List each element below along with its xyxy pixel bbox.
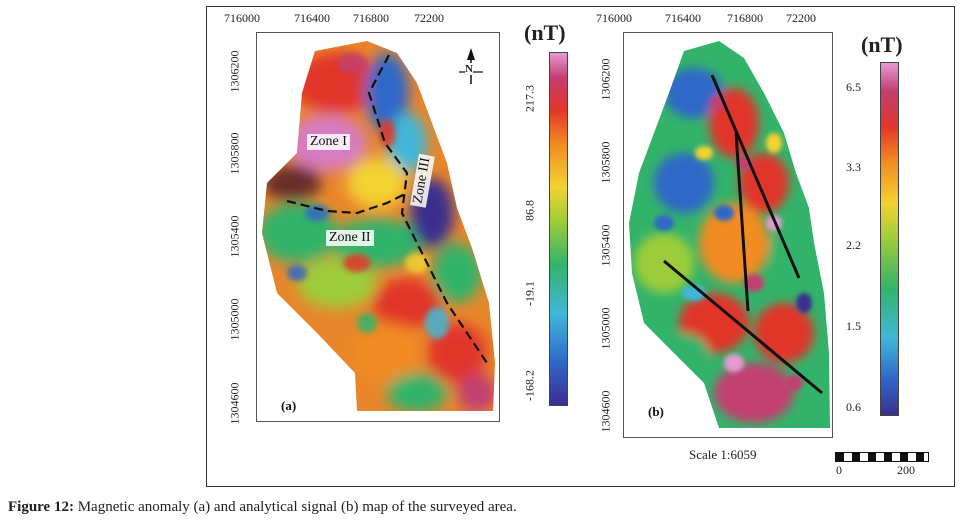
lineament-line (663, 259, 823, 395)
panel-a-y-tick: 1305000 (227, 298, 242, 341)
panel-b-y-tick: 1305400 (598, 224, 613, 267)
panel-a-x-tick: 72200 (414, 11, 444, 25)
panel-b-colorbar-tick: 3.3 (846, 160, 861, 174)
panel-b-x-tick: 716400 (665, 11, 701, 25)
scale-bar-end: 200 (897, 463, 915, 477)
panel-a-colorbar-tick: 86.8 (522, 200, 537, 221)
panel-a-y-tick: 1305400 (227, 215, 242, 258)
panel-a-unit: (nT) (524, 20, 566, 45)
panel-a-y-tick: 1306200 (227, 50, 242, 93)
panel-b-x-tick: 72200 (786, 11, 816, 25)
panel-b-colorbar (880, 62, 899, 416)
scale-bar-start: 0 (836, 463, 842, 477)
fault-line (367, 54, 488, 364)
panel-b-x-tick: 716000 (596, 11, 632, 25)
panel-a-x-tick: 716400 (294, 11, 330, 25)
panel-a-y-tick: 1304600 (227, 382, 242, 425)
panel-a-colorbar-tick: 217.3 (522, 85, 537, 112)
panel-a-x-tick: 716000 (224, 11, 260, 25)
panel-b-colorbar-tick: 6.5 (846, 80, 861, 94)
magnetic-anomaly-map-graphic (262, 41, 495, 411)
panel-b-y-tick: 1304600 (598, 390, 613, 433)
panel-a-colorbar (549, 52, 568, 406)
figure-caption: Figure 12: Magnetic anomaly (a) and anal… (8, 499, 517, 516)
panel-a-y-tick: 1305800 (227, 132, 242, 175)
north-label: N (465, 63, 473, 75)
panel-a-colorbar-tick: -168.2 (522, 370, 537, 401)
north-arrow: N (455, 46, 487, 86)
magnetic-anomaly-map (256, 32, 500, 422)
lineament-line (734, 132, 750, 312)
panel-b-colorbar-tick: 1.5 (846, 319, 861, 333)
panel-a-colorbar-tick: -19.1 (522, 281, 537, 306)
panel-b-y-tick: 1305800 (598, 141, 613, 184)
figure-caption-prefix: Figure 12: (8, 499, 74, 515)
panel-b-y-tick: 1305000 (598, 307, 613, 350)
panel-b-x-tick: 716800 (727, 11, 763, 25)
lineament-line (710, 74, 801, 279)
panel-a-x-tick: 716800 (353, 11, 389, 25)
map-scale-text: Scale 1:6059 (689, 447, 757, 462)
panel-b-unit: (nT) (861, 32, 903, 57)
figure-frame (206, 6, 955, 487)
zone-i-label: Zone I (307, 134, 350, 150)
panel-a-label: (a) (281, 398, 297, 413)
panel-b-label: (b) (648, 404, 664, 419)
panel-b-colorbar-tick: 0.6 (846, 400, 861, 414)
analytical-signal-map (623, 32, 833, 438)
zone-ii-label: Zone II (326, 230, 374, 246)
fault-line (286, 192, 408, 215)
panel-b-y-tick: 1306200 (598, 58, 613, 101)
scale-bar (835, 452, 929, 462)
panel-b-colorbar-tick: 2.2 (846, 238, 861, 252)
figure-caption-text: Magnetic anomaly (a) and analytical sign… (73, 499, 517, 515)
analytical-signal-map-graphic (629, 41, 830, 428)
